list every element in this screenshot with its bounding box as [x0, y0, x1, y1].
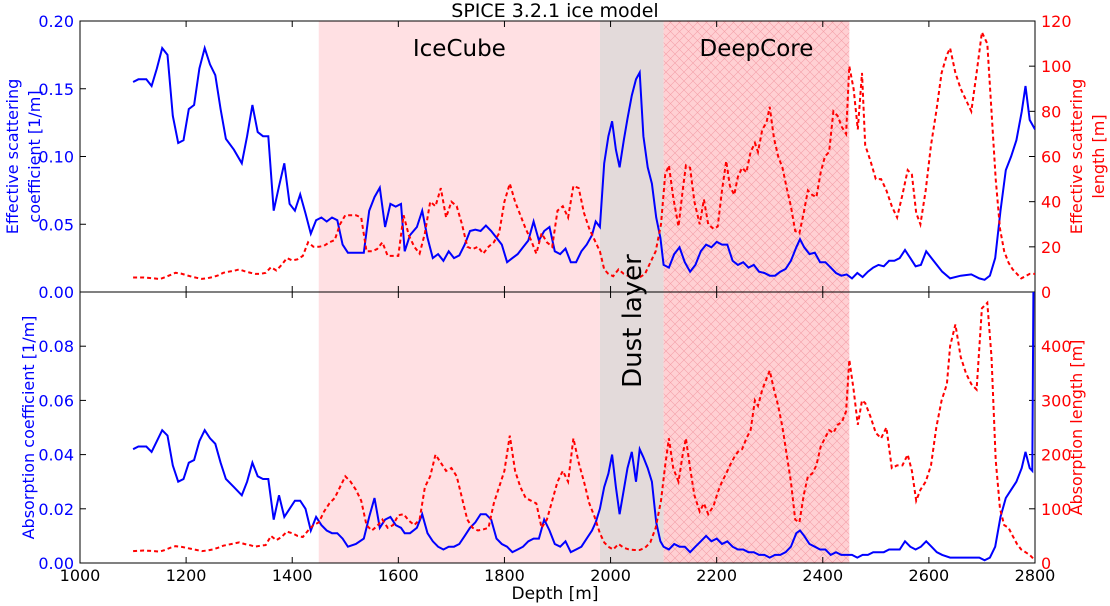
x-tick-label-5: 2000	[590, 566, 631, 585]
x-tick-label-7: 2400	[802, 566, 843, 585]
absorption-coefficient-line	[132, 292, 1035, 562]
scattering-left-tick-label-2: 0.10	[38, 148, 74, 167]
scattering-right-tick-label-1: 20	[1041, 238, 1061, 257]
absorption-right-tick-label-3: 300	[1041, 391, 1072, 410]
absorption-left-tick-label-2: 0.04	[38, 446, 74, 465]
absorption-frame	[79, 291, 1036, 564]
scattering-right-tick-label-6: 120	[1041, 12, 1072, 31]
absorption-left-ylabel-0: Absorption coefficient [1/m]	[19, 316, 38, 540]
scattering-left-tick-label-3: 0.15	[38, 80, 74, 99]
x-tick-label-8: 2600	[909, 566, 950, 585]
x-axis: 1000 1200 1400 1600 1800 2000 2200 2400 2600 2800	[60, 566, 1056, 585]
absorption-right-tick-label-1: 100	[1041, 500, 1072, 519]
region-label-deepcore: DeepCore	[700, 36, 814, 62]
scattering-right-ylabel-0: Effective scattering	[1067, 79, 1086, 235]
absorption-left-tick-label-1: 0.02	[38, 500, 74, 519]
region-label-dust-layer: Dust layer	[618, 254, 648, 388]
x-tick-label-2: 1400	[272, 566, 313, 585]
absorption-length-line	[133, 300, 1035, 562]
x-tick-label-9: 2800	[1015, 566, 1056, 585]
x-tick-label-3: 1600	[378, 566, 419, 585]
scattering-left-tick-label-4: 0.20	[38, 12, 74, 31]
absorption-left-tick-label-0: 0.00	[38, 554, 74, 573]
absorption-right-tick-label-4: 400	[1041, 337, 1072, 356]
chart-title: SPICE 3.2.1 ice model	[451, 0, 658, 22]
scattering-coefficient-line	[132, 44, 1035, 281]
x-tick-label-1: 1200	[166, 566, 207, 585]
absorption-left-tick-label-3: 0.06	[38, 391, 74, 410]
x-axis-label: Depth [m]	[511, 584, 598, 604]
absorption-right-tick-label-2: 200	[1041, 446, 1072, 465]
absorption-left-tick-label-4: 0.08	[38, 337, 74, 356]
scattering-right-ylabel-1: length [m]	[1089, 114, 1108, 198]
scattering-left-tick-label-1: 0.05	[38, 215, 74, 234]
scattering-right-tick-label-4: 80	[1041, 102, 1061, 121]
absorption-right-ylabel-0: Absorption length [m]	[1067, 340, 1086, 516]
scattering-right-tick-label-5: 100	[1041, 57, 1072, 76]
scattering-left-tick-label-0: 0.00	[38, 283, 74, 302]
x-tick-label-6: 2200	[696, 566, 737, 585]
scattering-right-tick-label-2: 40	[1041, 193, 1061, 212]
scattering-length-line	[133, 28, 1035, 281]
scattering-left-ylabel-0: Effective scattering	[3, 79, 22, 235]
x-tick-label-0: 1000	[60, 566, 101, 585]
scattering-left-ylabel-1: coefficient [1/m]	[25, 90, 44, 222]
scattering-panel: 0.00 0.05 0.10 0.15 0.20 0 20 40 60 80 100 120 Effec…	[3, 12, 1108, 302]
scattering-right-tick-label-0: 0	[1041, 283, 1051, 302]
x-tick-label-4: 1800	[484, 566, 525, 585]
region-label-icecube: IceCube	[413, 36, 506, 62]
absorption-right-tick-label-0: 0	[1041, 554, 1051, 573]
absorption-panel: 0.000.020.040.060.080100200300400Absorpt…	[19, 291, 1086, 573]
region-labels: IceCube Dust layer DeepCore	[413, 36, 814, 388]
scattering-right-tick-label-3: 60	[1041, 148, 1061, 167]
